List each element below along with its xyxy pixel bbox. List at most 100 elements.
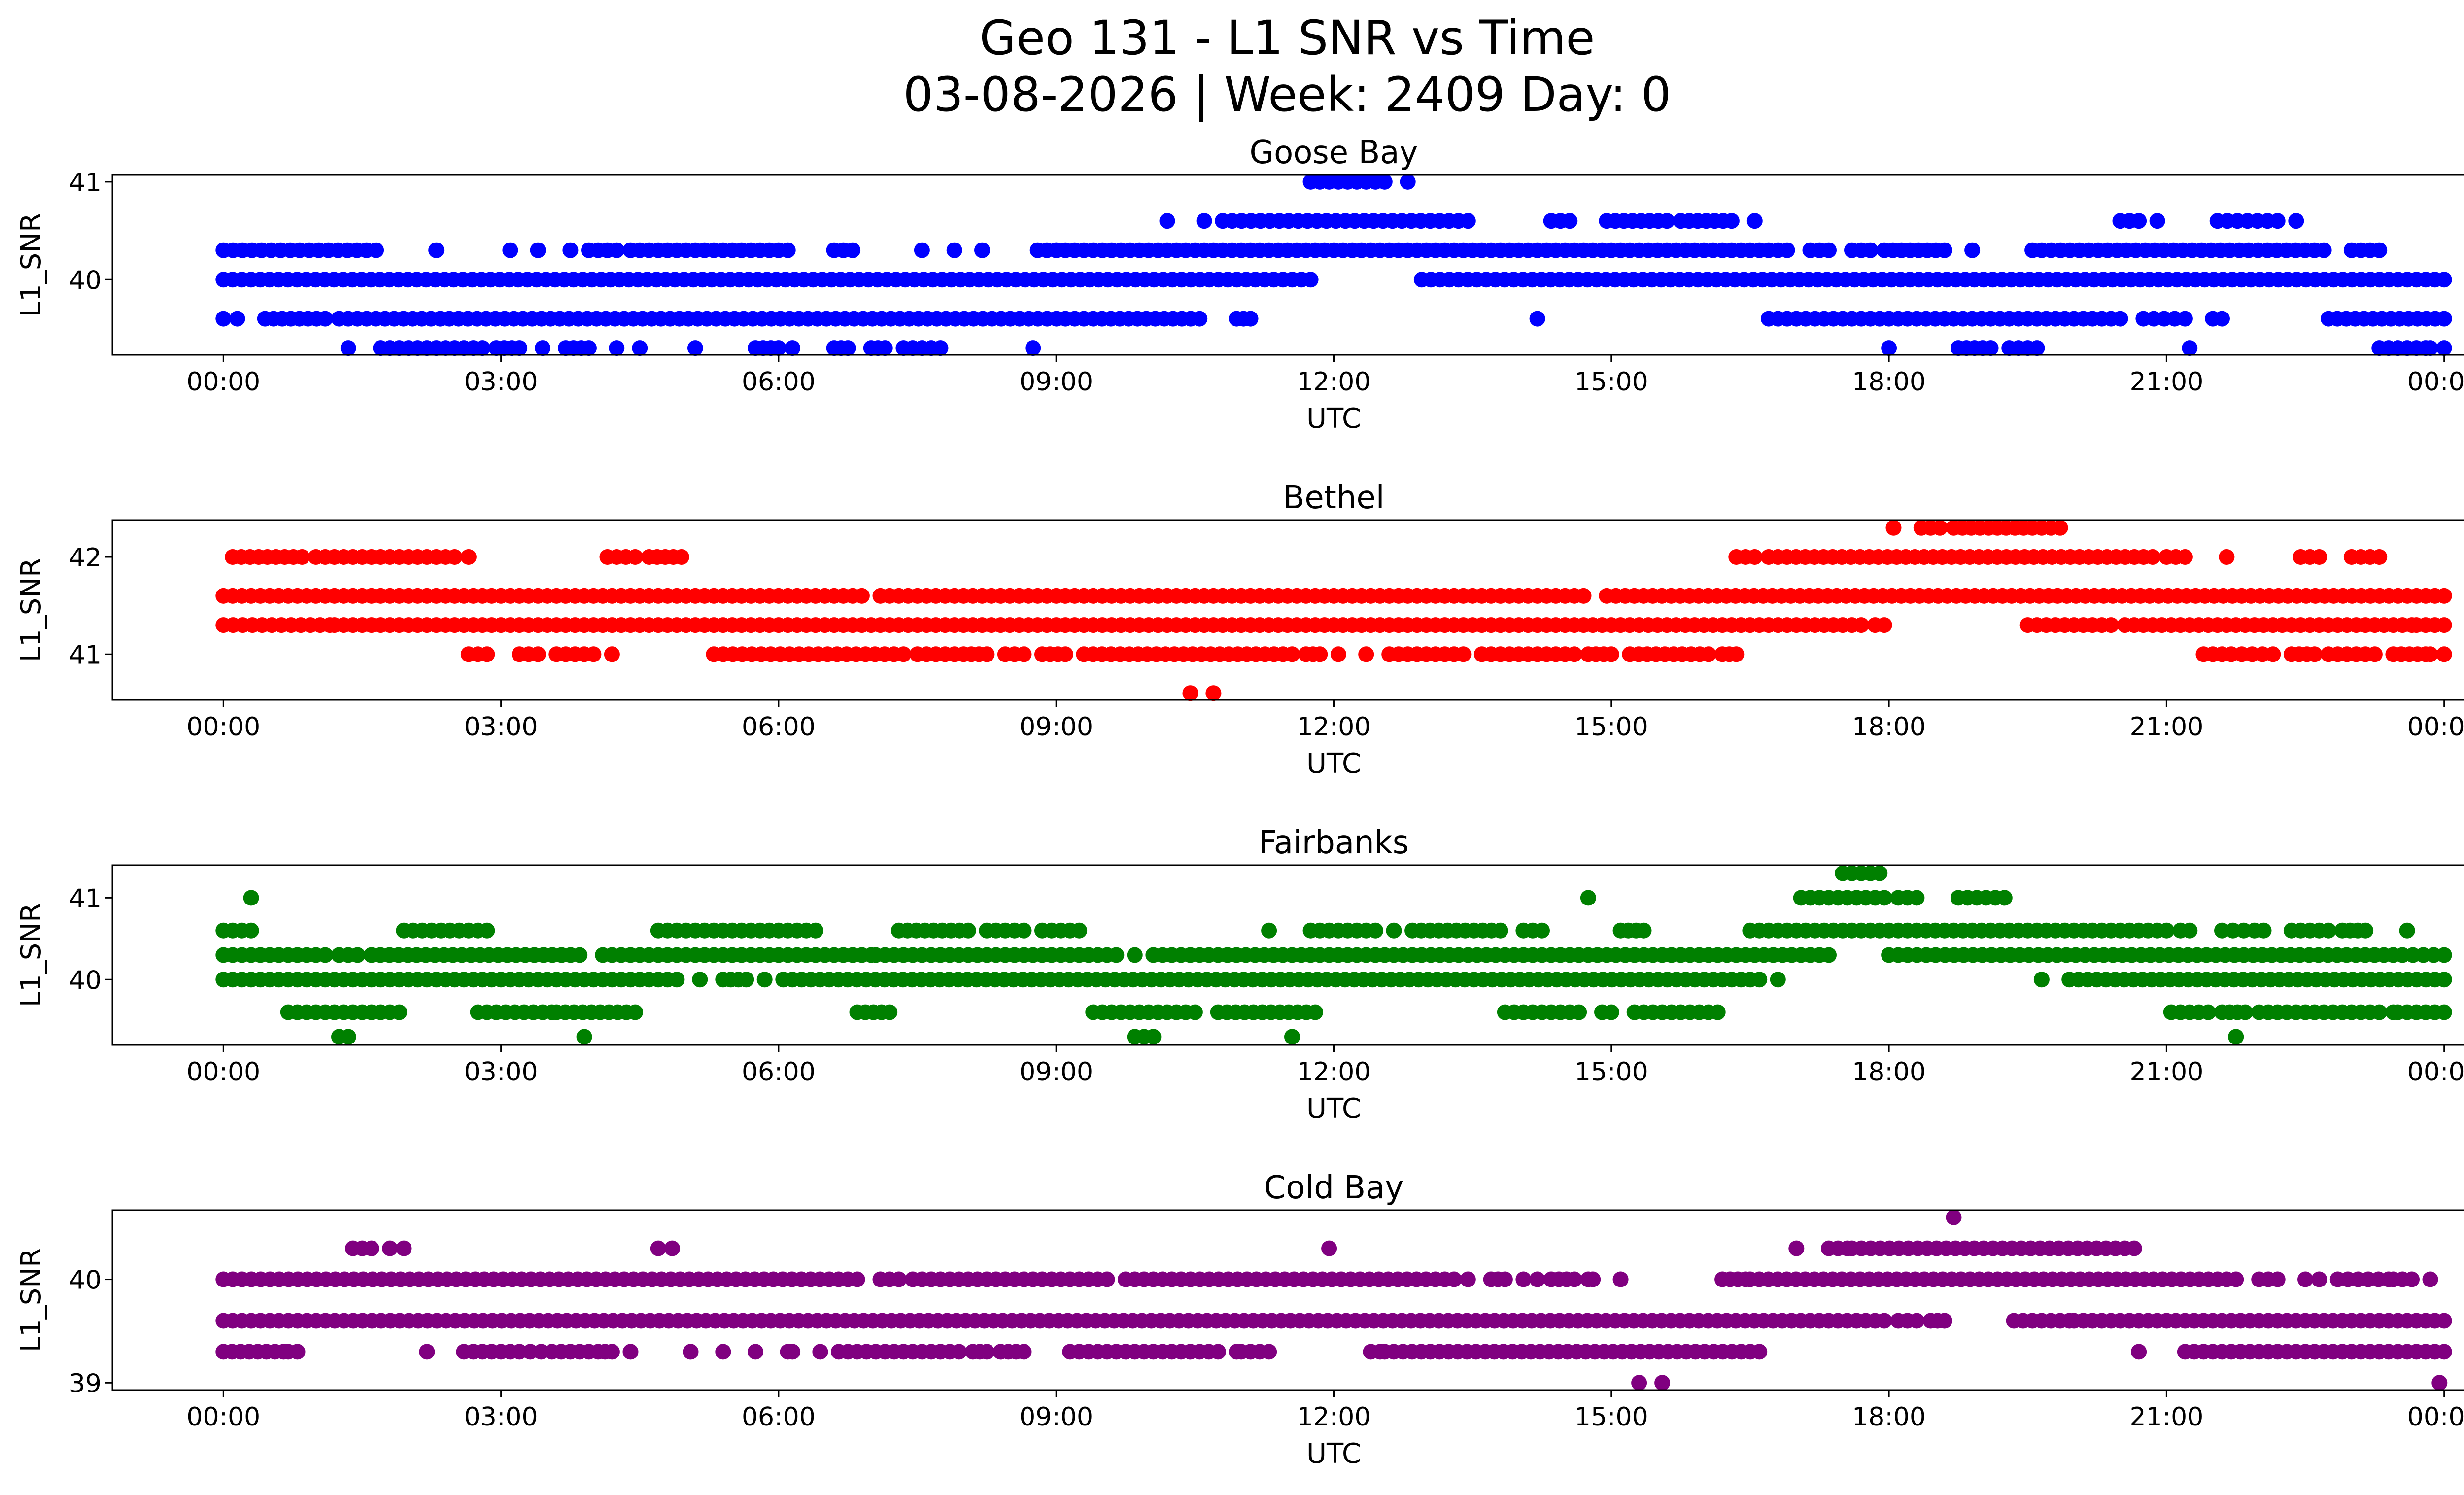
data-point-goose-bay-2: [2288, 213, 2304, 229]
data-point-cold-bay-3: [363, 1240, 379, 1256]
x-tick-label: 00:00: [186, 1057, 260, 1087]
y-axis-label: L1_SNR: [15, 213, 47, 317]
data-point-cold-bay-1: [1529, 1271, 1545, 1287]
x-tick-label: 03:00: [464, 1402, 538, 1432]
data-point-bethel-4: [1603, 646, 1619, 662]
data-point-fairbanks-2: [479, 922, 495, 939]
data-point-goose-bay-2: [1562, 213, 1578, 229]
data-point-goose-bay-5: [1983, 340, 1999, 356]
data-point-goose-bay-1: [845, 242, 861, 258]
data-point-fairbanks-5: [882, 1004, 898, 1020]
data-point-goose-bay-5: [2182, 340, 2198, 356]
y-axis-label: L1_SNR: [15, 558, 47, 662]
data-point-goose-bay-1: [2371, 242, 2388, 258]
data-point-bethel-4: [895, 646, 912, 662]
data-point-fairbanks-2: [2225, 922, 2241, 939]
data-point-goose-bay-1: [1964, 242, 1981, 258]
data-point-cold-bay-5: [2431, 1375, 2448, 1391]
data-point-fairbanks-5: [2436, 1004, 2452, 1020]
data-point-fairbanks-3: [1996, 890, 2013, 906]
data-point-bethel-2: [2371, 549, 2388, 565]
data-point-cold-bay-2: [715, 1344, 731, 1360]
data-point-fairbanks-0: [1127, 947, 1143, 963]
data-point-fairbanks-3: [1909, 890, 1925, 906]
data-point-goose-bay-4: [1529, 311, 1545, 327]
data-point-bethel-1: [1876, 617, 1892, 633]
x-tick-label: 06:00: [742, 1057, 816, 1087]
y-axis-label: L1_SNR: [15, 1248, 47, 1352]
data-point-goose-bay-5: [581, 340, 597, 356]
data-point-goose-bay-1: [974, 242, 990, 258]
data-point-fairbanks-6: [576, 1029, 592, 1045]
data-point-bethel-0: [2436, 588, 2452, 604]
data-point-bethel-4: [1728, 646, 1745, 662]
data-point-cold-bay-2: [2131, 1344, 2147, 1360]
y-tick-label: 42: [69, 543, 102, 573]
data-point-bethel-4: [2422, 646, 2438, 662]
data-point-fairbanks-2: [2321, 922, 2336, 939]
subplot-cold-bay: Cold Bay 00:00 03:00 06:00 09:00 12:00 15:00 18…: [15, 1170, 2464, 1470]
data-point-goose-bay-4: [2177, 311, 2193, 327]
data-point-goose-bay-2: [1196, 213, 1212, 229]
data-point-cold-bay-0: [2436, 1313, 2452, 1329]
x-tick-label: 09:00: [1019, 1057, 1093, 1087]
data-point-fairbanks-2: [1534, 922, 1550, 939]
data-point-goose-bay-2: [2149, 213, 2165, 229]
plot-frame-cold-bay: [111, 1209, 2464, 1391]
x-tick-label: 09:00: [1019, 367, 1093, 397]
subplot-title-goose-bay: Goose Bay: [1250, 135, 1418, 171]
x-tick-label: 18:00: [1852, 712, 1926, 742]
data-point-cold-bay-3: [382, 1240, 398, 1256]
subplot-bethel: Bethel 00:00 03:00 06:00 09:00 12:00 15:00 18:0…: [15, 480, 2464, 780]
data-point-bethel-3: [1932, 520, 1948, 536]
data-point-cold-bay-1: [1460, 1271, 1476, 1287]
y-tick-label: 40: [69, 1266, 102, 1295]
y-tick-label: 40: [69, 266, 102, 295]
y-tick-label: 41: [69, 640, 102, 670]
data-point-goose-bay-5: [1025, 340, 1041, 356]
data-point-fairbanks-5: [2371, 1004, 2388, 1020]
data-point-cold-bay-1: [1497, 1271, 1513, 1287]
x-tick-label: 12:00: [1297, 367, 1371, 397]
data-point-fairbanks-2: [2235, 922, 2252, 939]
data-point-goose-bay-1: [1862, 242, 1879, 258]
data-point-fairbanks-2: [1636, 922, 1652, 939]
data-point-goose-bay-4: [2436, 311, 2452, 327]
data-point-fairbanks-1: [1751, 972, 1768, 988]
x-tick-label: 18:00: [1852, 367, 1926, 397]
subplot-title-bethel: Bethel: [1283, 480, 1384, 516]
data-point-bethel-2: [2219, 549, 2235, 565]
data-point-cold-bay-2: [2436, 1344, 2452, 1360]
data-point-bethel-2: [2177, 549, 2193, 565]
data-point-bethel-4: [585, 646, 602, 662]
data-point-goose-bay-5: [877, 340, 893, 356]
x-tick-label: 06:00: [742, 712, 816, 742]
x-tick-label: 18:00: [1852, 1402, 1926, 1432]
data-point-cold-bay-1: [1566, 1271, 1582, 1287]
data-point-fairbanks-6: [340, 1029, 356, 1045]
x-tick-label: 06:00: [742, 1402, 816, 1432]
subplot-title-fairbanks: Fairbanks: [1259, 825, 1409, 861]
x-tick-label: 03:00: [464, 367, 538, 397]
data-point-goose-bay-4: [215, 311, 232, 327]
data-point-goose-bay-5: [932, 340, 949, 356]
data-point-goose-bay-5: [1881, 340, 1897, 356]
data-point-fairbanks-1: [2033, 972, 2050, 988]
data-point-goose-bay-5: [632, 340, 648, 356]
data-point-fairbanks-2: [960, 922, 976, 939]
data-point-cold-bay-2: [1751, 1344, 1768, 1360]
x-tick-label: 00:00: [2407, 1402, 2464, 1432]
data-point-goose-bay-2: [1746, 213, 1763, 229]
data-point-bethel-4: [1330, 646, 1346, 662]
data-point-cold-bay-2: [1016, 1344, 1032, 1360]
data-point-goose-bay-2: [2131, 213, 2147, 229]
data-point-cold-bay-4: [1946, 1209, 1962, 1225]
data-point-cold-bay-1: [2311, 1271, 2327, 1287]
x-tick-label: 21:00: [2129, 367, 2203, 397]
data-point-fairbanks-6: [1284, 1029, 1300, 1045]
data-point-bethel-2: [294, 549, 310, 565]
data-point-cold-bay-0: [1876, 1313, 1892, 1329]
x-tick-label: 00:00: [2407, 367, 2464, 397]
